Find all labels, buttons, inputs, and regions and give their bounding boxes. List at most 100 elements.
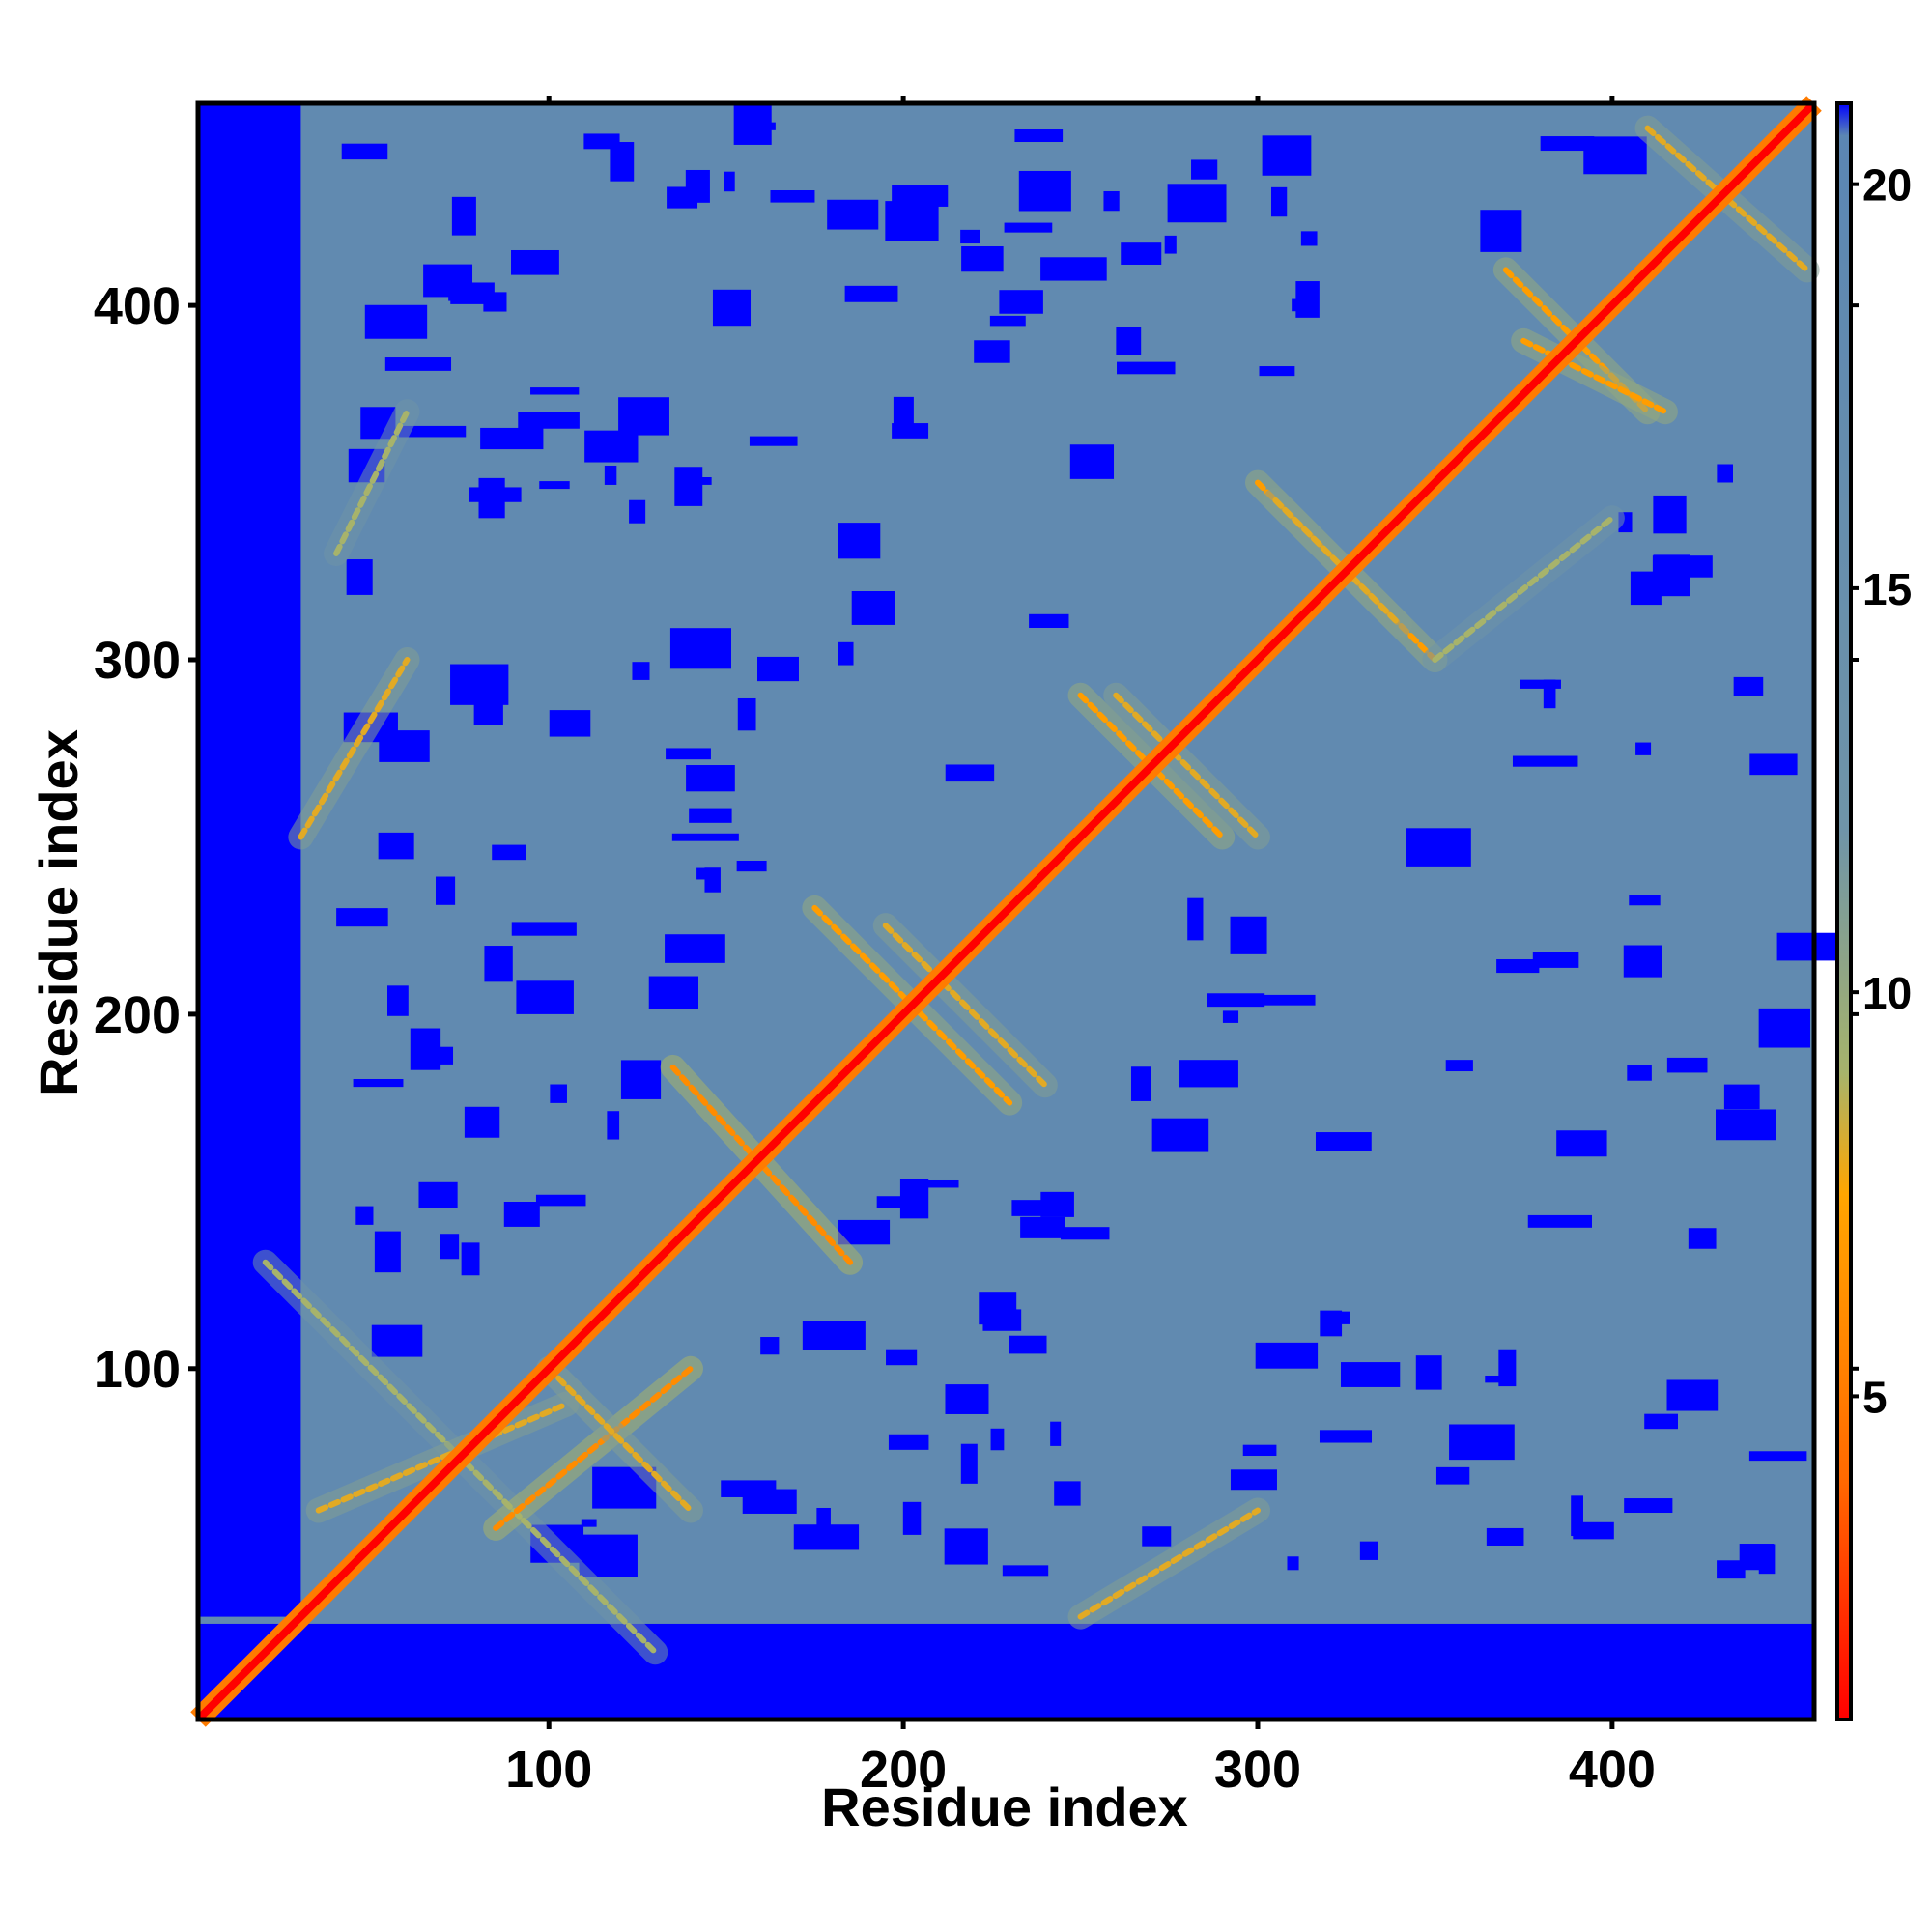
far-patch [1666, 1057, 1708, 1073]
far-patch [1230, 916, 1267, 954]
far-patch [364, 304, 428, 339]
far-patch [464, 1106, 500, 1138]
x-tick-label: 100 [505, 1741, 592, 1799]
far-patch [535, 1194, 586, 1207]
far-patch [1644, 1413, 1678, 1430]
colorbar-tick-label: 5 [1862, 1372, 1888, 1422]
far-patch [581, 1519, 597, 1527]
far-patch [550, 1084, 567, 1103]
far-patch [1486, 1527, 1524, 1546]
far-patch [892, 423, 929, 439]
far-patch [516, 980, 574, 1014]
far-patch [1496, 959, 1540, 974]
far-patch [1739, 1544, 1775, 1571]
far-patch [1142, 1526, 1172, 1547]
far-patch [1415, 1355, 1442, 1390]
far-patch [1627, 1065, 1652, 1081]
contact-line [1077, 1507, 1261, 1620]
far-patch [511, 922, 577, 936]
far-patch [712, 289, 752, 327]
far-patch [665, 934, 725, 963]
far-patch [423, 264, 473, 298]
far-patch [686, 765, 735, 792]
far-patch [1527, 1214, 1593, 1228]
far-patch [1061, 1227, 1110, 1240]
contact-line [1272, 497, 1403, 628]
far-patch [1130, 1066, 1151, 1101]
y-tick-label: 200 [94, 986, 181, 1044]
far-patch [1540, 136, 1595, 152]
far-patch [1629, 895, 1661, 906]
far-patch [618, 397, 669, 436]
far-patch [1029, 613, 1069, 629]
far-patch [999, 290, 1043, 314]
far-patch [1340, 1362, 1401, 1387]
far-patch [1723, 1084, 1760, 1110]
colorbar-bar [1835, 101, 1853, 1721]
far-patch [483, 292, 507, 312]
far-patch [757, 656, 799, 682]
far-patch [1287, 1556, 1299, 1571]
y-axis-title: Residue index [28, 729, 89, 1096]
y-tick-label: 300 [94, 632, 181, 690]
far-patch [1020, 1216, 1065, 1238]
contact-line [493, 1365, 694, 1531]
y-tick-label: 400 [94, 277, 181, 335]
far-patch [435, 876, 456, 905]
far-patch [816, 1507, 831, 1542]
heatmap-plot [190, 96, 1842, 1727]
far-patch [492, 844, 526, 861]
far-patch [1776, 932, 1842, 961]
far-patch [974, 340, 1010, 363]
far-patch [770, 190, 815, 203]
far-patch [1748, 1451, 1807, 1462]
far-patch [1653, 495, 1687, 534]
far-patch [355, 1206, 374, 1225]
far-patch [386, 985, 409, 1016]
contact-line [333, 409, 411, 556]
far-patch [450, 664, 509, 705]
far-patch [1179, 1060, 1238, 1088]
far-patch [484, 946, 513, 982]
far-patch [1571, 1495, 1583, 1537]
far-patch [1230, 1469, 1277, 1491]
far-patch [604, 465, 617, 485]
far-patch [1733, 676, 1764, 696]
far-patch [838, 641, 854, 666]
far-patch [802, 1321, 866, 1350]
x-tick-label: 300 [1214, 1741, 1301, 1799]
far-patch [371, 1324, 423, 1357]
far-patch [1117, 361, 1176, 375]
far-patch [1255, 1342, 1319, 1369]
far-patch [876, 1196, 923, 1208]
far-patch [827, 199, 879, 230]
far-patch [1040, 257, 1107, 281]
colorbar: 5 10 15 20 [1835, 101, 1912, 1721]
far-patch [945, 1384, 989, 1414]
far-patch [1758, 1008, 1810, 1048]
far-patch [1167, 184, 1227, 223]
far-patch [1512, 755, 1578, 767]
far-patch [1435, 1466, 1470, 1485]
far-patch [902, 1501, 922, 1535]
plot-frame [195, 100, 1817, 1722]
far-patch [1717, 464, 1733, 483]
far-patch [549, 710, 591, 737]
far-patch [584, 430, 639, 463]
y-tick-label: 100 [94, 1341, 181, 1399]
far-patch [378, 832, 414, 860]
far-patch [724, 171, 735, 192]
far-patch [1666, 1379, 1719, 1411]
far-patch [669, 628, 731, 669]
far-patch [749, 436, 798, 446]
far-patch [503, 1201, 540, 1227]
far-patch [1002, 1565, 1049, 1577]
far-patch [1121, 242, 1162, 265]
far-patch [1315, 1132, 1372, 1151]
far-patch [671, 833, 739, 841]
far-patch [760, 1337, 780, 1355]
far-patch [1116, 327, 1142, 355]
far-patch [667, 186, 698, 209]
far-patch [341, 143, 388, 160]
contact-line [1432, 515, 1615, 664]
